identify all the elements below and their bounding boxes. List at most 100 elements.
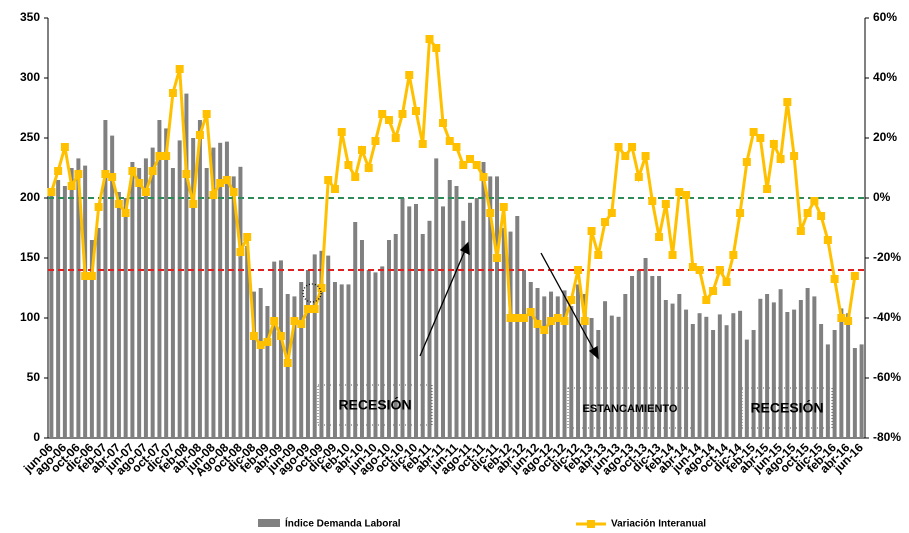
bar — [231, 176, 236, 438]
line-marker — [520, 314, 529, 322]
bar — [420, 234, 425, 438]
line-marker — [195, 131, 204, 139]
bar — [184, 93, 189, 438]
legend-swatch — [587, 520, 595, 528]
bar — [218, 142, 223, 439]
line-marker — [182, 170, 191, 178]
bar — [332, 282, 337, 438]
bar — [825, 344, 830, 438]
annotation: RECESIÓN — [338, 396, 411, 413]
bar — [393, 234, 398, 438]
bar — [137, 168, 142, 438]
line-marker — [216, 179, 225, 187]
bar — [305, 270, 310, 438]
line-marker — [418, 140, 427, 148]
bar — [346, 284, 351, 438]
line-marker — [263, 338, 272, 346]
bar — [805, 288, 810, 438]
bar — [434, 158, 439, 438]
line-marker — [466, 155, 475, 163]
arrow — [540, 252, 596, 353]
line-marker — [283, 359, 292, 367]
line-marker — [148, 167, 157, 175]
bar — [636, 270, 641, 438]
line-marker — [641, 152, 650, 160]
line-marker — [249, 332, 258, 340]
legend-swatch — [258, 519, 280, 527]
line-marker — [823, 236, 832, 244]
bar — [265, 306, 270, 438]
line-marker — [756, 134, 765, 142]
bar — [657, 276, 662, 438]
line-marker — [432, 44, 441, 52]
line-marker — [378, 110, 387, 118]
line-marker — [256, 341, 265, 349]
line-marker — [189, 200, 198, 208]
line-marker — [783, 98, 792, 106]
line-marker — [303, 305, 312, 313]
bar — [353, 222, 358, 438]
bar — [677, 294, 682, 438]
bar — [852, 348, 857, 438]
line-marker — [695, 266, 704, 274]
bar — [684, 309, 689, 438]
line-marker — [796, 227, 805, 235]
line-marker — [688, 263, 697, 271]
bar — [528, 282, 533, 438]
line-marker — [398, 110, 407, 118]
y2-tick-label: -60% — [873, 370, 901, 384]
line-marker — [844, 317, 853, 325]
line-marker — [850, 272, 859, 280]
bar — [224, 141, 229, 438]
bar — [299, 282, 304, 438]
bar — [123, 198, 128, 438]
line-marker — [499, 203, 508, 211]
line-marker — [324, 176, 333, 184]
bar — [697, 313, 702, 438]
bar — [603, 301, 608, 438]
line-marker — [540, 326, 549, 334]
line-marker — [709, 287, 718, 295]
line-marker — [351, 173, 360, 181]
bar — [582, 294, 587, 438]
y2-tick-label: 20% — [873, 130, 897, 144]
bar — [69, 168, 74, 438]
bar — [562, 290, 567, 438]
bar — [771, 302, 776, 438]
line-marker — [472, 161, 481, 169]
bar — [319, 250, 324, 438]
line-marker — [790, 152, 799, 160]
bar — [643, 258, 648, 438]
line-marker — [553, 314, 562, 322]
bar — [555, 296, 560, 438]
line-marker — [547, 317, 556, 325]
line-marker — [101, 170, 110, 178]
bar — [258, 288, 263, 438]
y-tick-label: 200 — [20, 190, 40, 204]
line-marker — [384, 116, 393, 124]
line-marker — [682, 191, 691, 199]
bar — [859, 344, 864, 438]
line-marker — [236, 248, 245, 256]
line-marker — [702, 296, 711, 304]
line-marker — [587, 227, 596, 235]
line-marker — [675, 188, 684, 196]
bar — [731, 313, 736, 438]
line-marker — [74, 170, 83, 178]
bar — [312, 254, 317, 438]
bar — [474, 198, 479, 438]
bar — [110, 135, 115, 438]
line-marker — [60, 143, 69, 151]
y2-tick-label: 60% — [873, 10, 897, 24]
bar — [130, 162, 135, 438]
line-marker — [607, 209, 616, 217]
bar — [778, 289, 783, 438]
bar — [157, 120, 162, 438]
line-marker — [317, 284, 326, 292]
y-tick-label: 0 — [33, 430, 40, 444]
bar — [765, 294, 770, 438]
bar — [170, 168, 175, 438]
bar — [272, 261, 277, 438]
y-tick-label: 50 — [27, 370, 41, 384]
